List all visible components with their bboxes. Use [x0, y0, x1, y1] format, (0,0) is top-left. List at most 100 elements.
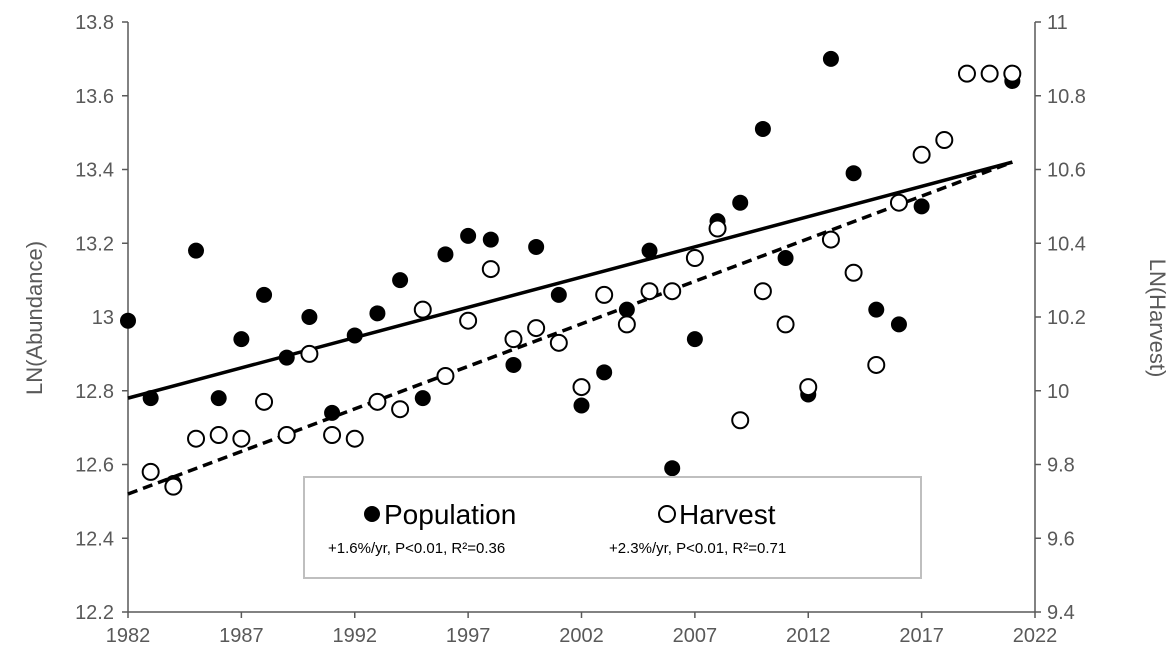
population-point: [890, 316, 907, 333]
harvest-point: [844, 263, 863, 282]
y2-tick-label: 10.8: [1047, 86, 1086, 108]
y2-tick-label: 11: [1047, 12, 1068, 34]
harvest-point: [345, 429, 364, 448]
population-point: [233, 331, 250, 348]
population-point: [777, 250, 794, 266]
x-tick-label: 1987: [219, 625, 264, 647]
x-tick-label: 2002: [559, 625, 604, 647]
population-point: [414, 390, 431, 407]
legend-population-stat: +1.6%/yr, P<0.01, R²=0.36: [328, 540, 505, 557]
population-point: [369, 305, 386, 322]
legend-population-marker: [364, 506, 380, 522]
population-point: [686, 331, 703, 348]
harvest-point: [164, 477, 183, 496]
population-point: [664, 460, 681, 477]
legend-box: [303, 476, 922, 579]
population-series: [120, 50, 1021, 491]
population-point: [437, 246, 454, 263]
legend-harvest-label: Harvest: [679, 499, 776, 530]
harvest-point: [663, 282, 682, 301]
y2-tick-label: 9.8: [1047, 455, 1075, 477]
harvest-point: [753, 282, 772, 301]
harvest-point: [232, 429, 251, 448]
harvest-point: [935, 131, 954, 149]
x-tick-label: 1997: [446, 625, 491, 647]
population-point: [346, 327, 363, 344]
axes: 1982 1987 1992 1997 2002 2007 2012 2017 2022 12.2…: [75, 12, 1086, 647]
harvest-point: [481, 260, 500, 279]
y-tick-label: 13.6: [75, 86, 114, 108]
population-point: [256, 286, 273, 303]
x-tick-label: 2017: [899, 625, 944, 647]
harvest-point: [708, 219, 727, 238]
population-point: [618, 301, 635, 318]
harvest-point: [459, 311, 478, 330]
y-tick-label: 13.4: [75, 160, 114, 182]
population-point: [278, 349, 295, 366]
y2-tick-label: 10: [1047, 381, 1069, 403]
population-point: [324, 404, 341, 421]
population-point: [754, 120, 771, 137]
harvest-point: [209, 426, 228, 444]
y-tick-label: 13.8: [75, 12, 114, 34]
population-point: [505, 356, 522, 373]
legend-harvest-marker: [658, 505, 676, 523]
harvest-point: [867, 355, 886, 374]
population-trendline: [127, 160, 1013, 400]
y2-tick-label: 9.4: [1047, 602, 1075, 624]
harvest-point: [980, 64, 999, 83]
harvest-point: [889, 193, 908, 212]
x-tick-label: 1982: [106, 625, 151, 647]
harvest-point: [413, 300, 432, 319]
y-tick-label: 13: [92, 307, 114, 329]
harvest-point: [685, 249, 704, 267]
harvest-point: [821, 230, 840, 249]
harvest-point: [527, 319, 546, 338]
harvest-point: [277, 426, 296, 444]
y2-tick-label: 10.6: [1047, 160, 1086, 182]
population-point: [460, 227, 477, 244]
harvest-point: [617, 315, 636, 334]
harvest-point: [141, 462, 160, 481]
data-points: [120, 50, 1022, 496]
y2-tick-label: 10.4: [1047, 233, 1086, 255]
population-point: [845, 165, 862, 182]
harvest-point: [731, 411, 750, 430]
legend-population-label: Population: [384, 499, 516, 530]
population-point: [301, 309, 318, 325]
harvest-series: [141, 64, 1022, 496]
population-point: [120, 312, 136, 329]
harvest-point: [640, 282, 659, 301]
population-point: [641, 242, 658, 259]
population-point: [913, 198, 930, 215]
harvest-point: [504, 330, 523, 349]
y2-tick-label: 10.2: [1047, 307, 1086, 329]
y2-tick-label: 9.6: [1047, 528, 1075, 550]
y-tick-label: 12.4: [75, 528, 114, 550]
population-point: [528, 238, 545, 255]
population-point: [392, 272, 409, 289]
trendlines: [127, 160, 1013, 496]
harvest-point: [300, 344, 319, 363]
x-tick-label: 2022: [1013, 625, 1058, 647]
population-point: [732, 194, 749, 211]
harvest-point: [255, 392, 274, 411]
harvest-point: [436, 367, 455, 385]
harvest-point: [391, 400, 410, 419]
legend: Population Harvest +1.6%/yr, P<0.01, R²=…: [303, 476, 922, 579]
harvest-point: [912, 145, 931, 164]
x-tick-label: 2007: [673, 625, 718, 647]
population-point: [188, 242, 205, 259]
harvest-point: [549, 333, 568, 352]
harvest-point: [957, 64, 976, 83]
harvest-point: [368, 392, 387, 411]
harvest-point: [187, 429, 206, 448]
population-point: [210, 390, 227, 407]
y2-axis-title: LN(Harvest): [1145, 259, 1170, 378]
y-axis-title: LN(Abundance): [22, 241, 47, 395]
x-tick-label: 1992: [333, 625, 378, 647]
y-tick-label: 12.8: [75, 381, 114, 403]
population-point: [822, 50, 839, 67]
y-tick-label: 13.2: [75, 233, 114, 255]
